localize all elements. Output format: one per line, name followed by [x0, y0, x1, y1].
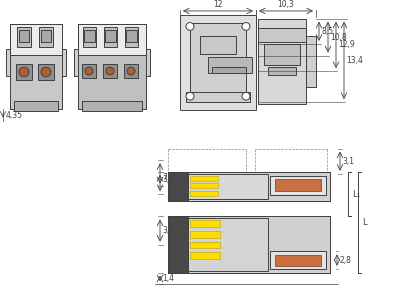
- Text: 12: 12: [213, 0, 223, 9]
- Bar: [126, 30, 137, 42]
- Text: 3,5: 3,5: [162, 226, 174, 235]
- Bar: [104, 27, 117, 47]
- Bar: [84, 30, 95, 42]
- Bar: [168, 216, 330, 273]
- Text: 4,35: 4,35: [6, 111, 23, 120]
- Circle shape: [242, 92, 250, 100]
- Bar: [168, 172, 330, 201]
- Bar: [38, 64, 54, 80]
- Bar: [190, 220, 220, 227]
- Bar: [83, 27, 96, 47]
- Bar: [208, 57, 252, 73]
- Bar: [258, 19, 306, 104]
- Bar: [124, 64, 138, 78]
- Circle shape: [186, 92, 194, 100]
- Bar: [82, 64, 96, 78]
- Bar: [105, 30, 116, 42]
- Text: 2,8: 2,8: [339, 255, 351, 265]
- Bar: [125, 27, 138, 47]
- Bar: [10, 24, 62, 109]
- Bar: [188, 174, 268, 199]
- Text: 10,8: 10,8: [330, 33, 347, 42]
- Text: L₁: L₁: [352, 190, 360, 199]
- Bar: [82, 101, 142, 111]
- Bar: [19, 30, 29, 42]
- Bar: [168, 172, 330, 201]
- Bar: [270, 176, 326, 195]
- Bar: [16, 64, 32, 80]
- Bar: [41, 30, 51, 42]
- Bar: [78, 55, 146, 109]
- Bar: [78, 24, 146, 55]
- Bar: [6, 49, 10, 76]
- Bar: [264, 44, 300, 65]
- Bar: [62, 49, 66, 76]
- Bar: [74, 49, 78, 76]
- Text: 10,3: 10,3: [278, 0, 294, 9]
- Circle shape: [186, 23, 194, 30]
- Bar: [200, 36, 236, 54]
- Text: 1,4: 1,4: [162, 274, 174, 283]
- Bar: [306, 36, 316, 86]
- Bar: [212, 67, 246, 73]
- Bar: [17, 27, 31, 47]
- Bar: [190, 23, 246, 102]
- Bar: [190, 191, 218, 196]
- Bar: [168, 172, 188, 201]
- Text: 7: 7: [162, 173, 167, 182]
- Circle shape: [85, 67, 93, 75]
- Bar: [190, 252, 220, 259]
- Text: 12,9: 12,9: [338, 40, 355, 49]
- Circle shape: [242, 23, 250, 30]
- Bar: [268, 67, 296, 75]
- Text: 3,5: 3,5: [162, 175, 174, 184]
- Bar: [168, 216, 330, 273]
- Bar: [10, 24, 62, 55]
- Bar: [14, 101, 58, 111]
- Bar: [146, 49, 150, 76]
- Bar: [186, 92, 250, 102]
- Circle shape: [41, 67, 51, 77]
- Bar: [10, 55, 62, 109]
- Bar: [190, 183, 218, 188]
- Text: L: L: [362, 218, 367, 227]
- Bar: [188, 218, 268, 271]
- Bar: [190, 242, 220, 248]
- Bar: [275, 179, 321, 191]
- Bar: [180, 15, 256, 110]
- Circle shape: [106, 67, 114, 75]
- Bar: [258, 29, 306, 42]
- Text: 8,5: 8,5: [321, 27, 333, 36]
- Bar: [39, 27, 53, 47]
- Bar: [168, 216, 188, 273]
- Bar: [270, 251, 326, 269]
- Bar: [190, 231, 220, 238]
- Bar: [103, 64, 117, 78]
- Bar: [190, 176, 218, 181]
- Bar: [78, 24, 146, 109]
- Text: 3,1: 3,1: [342, 157, 354, 166]
- Circle shape: [19, 67, 29, 77]
- Text: 13,4: 13,4: [346, 56, 363, 65]
- Bar: [275, 255, 321, 266]
- Circle shape: [127, 67, 135, 75]
